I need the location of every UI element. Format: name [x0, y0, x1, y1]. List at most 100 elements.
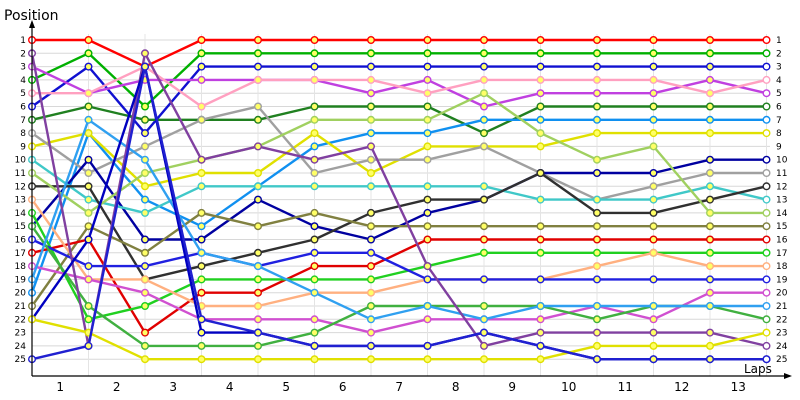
y-tick-right-22: 22: [776, 315, 787, 325]
series-15-point-9: [536, 235, 545, 244]
series-line-25: [31, 65, 767, 361]
series-21-point-9: [536, 302, 545, 311]
series-25-point-3: [197, 315, 206, 324]
series-line-6: [31, 105, 767, 135]
series-22-point-12: [706, 328, 715, 337]
series-14-point-1: [84, 222, 93, 231]
series-19-point-1: [84, 275, 93, 284]
series-5-point-7: [423, 89, 432, 98]
series-17-point-2: [140, 275, 149, 284]
series-1-point-12: [706, 36, 715, 45]
series-20-point-8: [480, 302, 489, 311]
series-10-point-4: [253, 195, 262, 204]
series-17-point-12: [706, 262, 715, 271]
series-25-point-6: [367, 341, 376, 350]
x-tick-8: 8: [452, 380, 460, 394]
series-7-point-6: [367, 129, 376, 138]
series-6-point-7: [423, 102, 432, 111]
series-18-point-10: [593, 275, 602, 284]
series-24-point-6: [367, 355, 376, 364]
series-2-point-10: [593, 49, 602, 58]
series-11-point-8: [480, 182, 489, 191]
y-tick-left-3: 3: [20, 63, 26, 73]
y-tick-right-20: 20: [776, 289, 788, 299]
series-8-point-13: [762, 129, 771, 138]
series-5-point-9: [536, 75, 545, 84]
series-2-point-3: [197, 49, 206, 58]
series-4-point-6: [367, 89, 376, 98]
series-11-point-1: [84, 195, 93, 204]
series-6-point-4: [253, 115, 262, 124]
series-12-point-1: [84, 182, 93, 191]
series-12-point-13: [762, 182, 771, 191]
series-15-point-6: [367, 262, 376, 271]
series-22-point-10: [593, 328, 602, 337]
series-18-point-5: [310, 248, 319, 257]
series-16-point-3: [197, 275, 206, 284]
series-7-point-7: [423, 129, 432, 138]
series-21-point-3: [197, 248, 206, 257]
series-5-point-13: [762, 75, 771, 84]
y-axis-title: Position: [4, 8, 59, 24]
series-15-point-7: [423, 235, 432, 244]
series-7-point-2: [140, 195, 149, 204]
series-17-point-6: [367, 288, 376, 297]
y-tick-right-24: 24: [776, 342, 788, 352]
series-13-point-13: [762, 208, 771, 217]
series-6-point-5: [310, 102, 319, 111]
series-1-point-5: [310, 36, 319, 45]
series-25-point-12: [706, 355, 715, 364]
series-8-point-2: [140, 182, 149, 191]
series-9-point-4: [253, 102, 262, 111]
series-4-point-13: [762, 89, 771, 98]
series-21-point-11: [649, 302, 658, 311]
y-tick-right-11: 11: [776, 169, 787, 179]
series-line-18: [31, 238, 767, 281]
series-2-point-4: [253, 49, 262, 58]
series-1-point-3: [197, 36, 206, 45]
series-19-point-7: [423, 315, 432, 324]
x-tick-13: 13: [731, 380, 746, 394]
series-21-point-8: [480, 315, 489, 324]
series-20-point-3: [197, 341, 206, 350]
series-15-point-3: [197, 288, 206, 297]
y-tick-left-18: 18: [15, 262, 27, 272]
series-25-point-2: [140, 62, 149, 71]
series-2-point-1: [84, 49, 93, 58]
series-lines: [28, 36, 771, 364]
y-tick-right-14: 14: [776, 209, 788, 219]
series-3-point-10: [593, 62, 602, 71]
series-9-point-7: [423, 155, 432, 164]
series-1-point-13: [762, 36, 771, 45]
series-3-point-1: [84, 62, 93, 71]
series-13-point-6: [367, 115, 376, 124]
series-24-point-8: [480, 355, 489, 364]
y-tick-left-24: 24: [15, 342, 27, 352]
series-11-point-13: [762, 195, 771, 204]
series-2-point-12: [706, 49, 715, 58]
series-18-point-12: [706, 275, 715, 284]
y-tick-right-8: 8: [776, 129, 782, 139]
series-6-point-2: [140, 115, 149, 124]
series-line-2: [31, 52, 767, 108]
series-4-point-7: [423, 75, 432, 84]
series-14-point-13: [762, 222, 771, 231]
y-tick-left-15: 15: [15, 222, 26, 232]
series-line-13: [31, 91, 767, 215]
series-13-point-7: [423, 115, 432, 124]
series-19-point-5: [310, 315, 319, 324]
series-19-point-11: [649, 315, 658, 324]
series-21-point-2: [140, 155, 149, 164]
series-18-point-7: [423, 275, 432, 284]
series-line-14: [31, 211, 767, 307]
series-21-point-1: [84, 115, 93, 124]
series-1-point-7: [423, 36, 432, 45]
series-8-point-5: [310, 129, 319, 138]
series-10-point-6: [367, 235, 376, 244]
y-tick-left-25: 25: [15, 355, 26, 365]
series-8-point-1: [84, 129, 93, 138]
series-16-point-4: [253, 275, 262, 284]
series-13-point-5: [310, 115, 319, 124]
y-tick-left-22: 22: [15, 315, 26, 325]
y-tick-right-4: 4: [776, 76, 782, 86]
